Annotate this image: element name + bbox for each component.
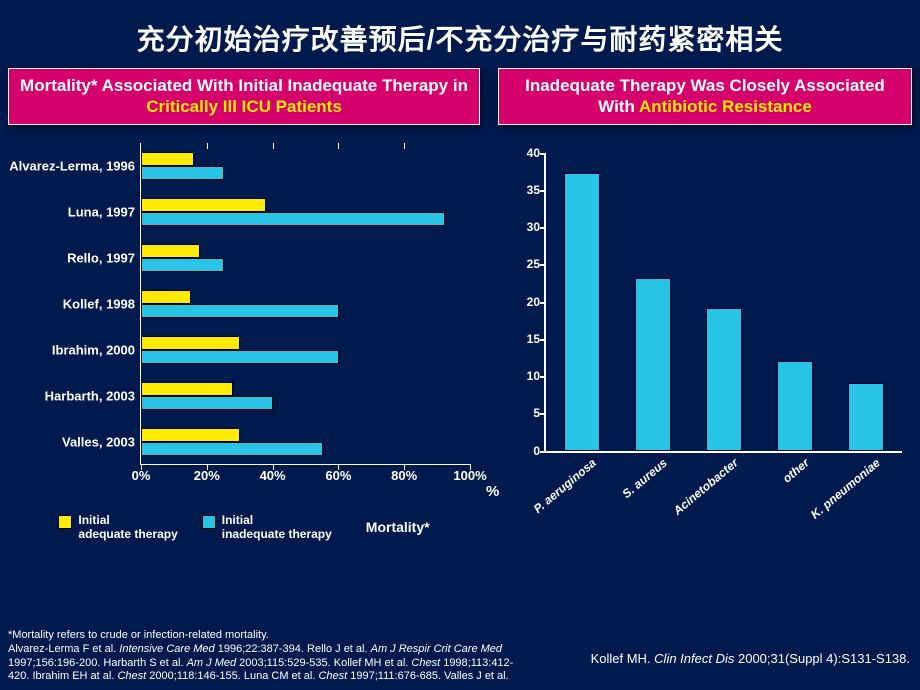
legend-swatch bbox=[58, 515, 72, 529]
bar-inadequate bbox=[141, 258, 224, 272]
right-header-highlight: Antibiotic Resistance bbox=[639, 97, 812, 116]
legend-item: Initialinadequate therapy bbox=[202, 513, 332, 541]
right-header: Inadequate Therapy Was Closely Associate… bbox=[498, 68, 912, 125]
vbar-label: K. pneumoniae bbox=[804, 451, 883, 522]
bar-inadequate bbox=[141, 350, 339, 364]
hbar-row: Valles, 2003 bbox=[141, 428, 470, 456]
hbar-row: Harbarth, 2003 bbox=[141, 382, 470, 410]
vbar-label: Acinetobacter bbox=[667, 451, 741, 518]
legend-label: Initialinadequate therapy bbox=[222, 513, 332, 541]
citation-post: 2000;31(Suppl 4):S131-S138. bbox=[738, 651, 910, 666]
left-panel: Mortality* Associated With Initial Inade… bbox=[8, 68, 480, 541]
footnote: *Mortality refers to crude or infection-… bbox=[8, 629, 528, 684]
left-header: Mortality* Associated With Initial Inade… bbox=[8, 68, 480, 125]
hbar-label: Valles, 2003 bbox=[62, 434, 141, 449]
left-xaxis-title: % bbox=[480, 483, 499, 500]
right-citation: Kollef MH. Clin Infect Dis 2000;31(Suppl… bbox=[591, 651, 910, 666]
right-panel: Inadequate Therapy Was Closely Associate… bbox=[498, 68, 912, 541]
bar-adequate bbox=[141, 382, 233, 396]
hbar-label: Kollef, 1998 bbox=[63, 296, 141, 311]
bar-adequate bbox=[141, 198, 266, 212]
bar-inadequate bbox=[141, 212, 445, 226]
hbar-row: Kollef, 1998 bbox=[141, 290, 470, 318]
left-header-pre: Mortality* Associated With Initial Inade… bbox=[20, 76, 468, 95]
bar-adequate bbox=[141, 152, 194, 166]
left-legend: Initialadequate therapy Initialinadequate… bbox=[8, 513, 480, 541]
vbar-label: other bbox=[776, 451, 812, 486]
citation-em: Clin Infect Dis bbox=[654, 651, 738, 666]
hbar-label: Alvarez-Lerma, 1996 bbox=[9, 158, 141, 173]
right-chart: % Occurrence of Pathogen 051015202530354… bbox=[498, 153, 912, 453]
hbar-label: Harbarth, 2003 bbox=[45, 388, 141, 403]
left-chart: 0%20%40%60%80%100%Alvarez-Lerma, 1996Lun… bbox=[8, 143, 480, 541]
bar-inadequate bbox=[141, 442, 323, 456]
bar-inadequate bbox=[141, 166, 224, 180]
legend-item: Initialadequate therapy bbox=[58, 513, 177, 541]
vbar bbox=[848, 383, 884, 451]
bar-adequate bbox=[141, 336, 240, 350]
panels: Mortality* Associated With Initial Inade… bbox=[0, 68, 920, 541]
bar-adequate bbox=[141, 428, 240, 442]
hbar-row: Alvarez-Lerma, 1996 bbox=[141, 152, 470, 180]
bar-adequate bbox=[141, 244, 200, 258]
hbar-label: Luna, 1997 bbox=[68, 204, 141, 219]
legend-swatch bbox=[202, 515, 216, 529]
left-header-highlight: Critically Ill ICU Patients bbox=[146, 97, 342, 116]
legend-label: Initialadequate therapy bbox=[78, 513, 177, 541]
vbar bbox=[706, 308, 742, 451]
vbar-label: P. aeruginosa bbox=[526, 451, 598, 516]
bar-adequate bbox=[141, 290, 191, 304]
citation-pre: Kollef MH. bbox=[591, 651, 655, 666]
slide-title: 充分初始治疗改善预后/不充分治疗与耐药紧密相关 bbox=[0, 0, 920, 68]
bar-inadequate bbox=[141, 396, 273, 410]
left-plot: 0%20%40%60%80%100%Alvarez-Lerma, 1996Lun… bbox=[140, 143, 470, 465]
bar-inadequate bbox=[141, 304, 339, 318]
hbar-label: Ibrahim, 2000 bbox=[52, 342, 141, 357]
vbar bbox=[777, 361, 813, 451]
vbar-label: S. aureus bbox=[615, 451, 669, 501]
hbar-row: Luna, 1997 bbox=[141, 198, 470, 226]
hbar-row: Ibrahim, 2000 bbox=[141, 336, 470, 364]
legend-extra: Mortality* bbox=[366, 519, 430, 535]
right-plot: 0510152025303540P. aeruginosaS. aureusAc… bbox=[544, 153, 902, 453]
vbar bbox=[635, 278, 671, 451]
hbar-label: Rello, 1997 bbox=[67, 250, 141, 265]
hbar-row: Rello, 1997 bbox=[141, 244, 470, 272]
vbar bbox=[564, 173, 600, 451]
